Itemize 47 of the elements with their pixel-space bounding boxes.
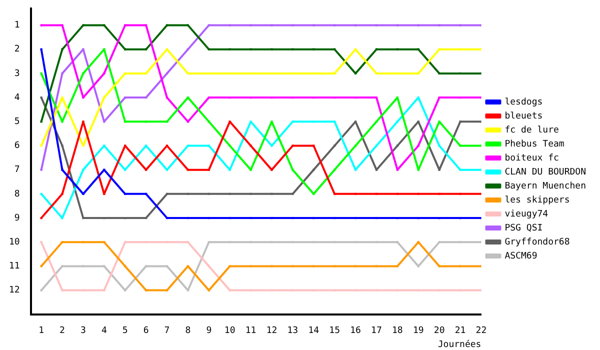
x-tick-label: 14 bbox=[308, 326, 320, 336]
x-tick-label: 7 bbox=[164, 326, 170, 336]
legend-label: vieugy74 bbox=[504, 209, 548, 220]
legend-label: CLAN DU BOURDON bbox=[504, 167, 586, 178]
x-tick-label: 16 bbox=[350, 326, 361, 336]
x-tick-label: 12 bbox=[266, 326, 278, 336]
legend-label: boiteux fc bbox=[504, 153, 559, 164]
y-tick-label: 1 bbox=[14, 20, 20, 31]
x-tick-label: 2 bbox=[60, 326, 65, 336]
x-tick-label: 6 bbox=[143, 326, 149, 336]
x-tick-label: 4 bbox=[101, 326, 107, 336]
y-tick-label: 2 bbox=[14, 44, 20, 55]
legend-label: ASCM69 bbox=[504, 251, 538, 262]
x-tick-label: 15 bbox=[329, 326, 340, 336]
y-tick-label: 12 bbox=[8, 286, 20, 296]
x-tick-label: 5 bbox=[122, 326, 128, 336]
x-tick-label: 22 bbox=[476, 326, 487, 336]
x-tick-label: 21 bbox=[454, 326, 466, 336]
x-tick-label: 11 bbox=[245, 326, 256, 336]
legend-label: bleuets bbox=[504, 111, 543, 122]
y-tick-label: 8 bbox=[14, 189, 20, 200]
y-tick-label: 7 bbox=[14, 165, 20, 176]
y-tick-label: 6 bbox=[14, 141, 20, 152]
y-tick-label: 4 bbox=[14, 92, 20, 103]
x-tick-label: 13 bbox=[287, 326, 298, 336]
legend-label: les skippers bbox=[504, 195, 570, 206]
legend-label: lesdogs bbox=[504, 97, 543, 108]
y-tick-label: 11 bbox=[8, 262, 20, 272]
legend-label: Bayern Muenchen bbox=[504, 181, 586, 192]
legend-label: PSG QSI bbox=[504, 223, 543, 234]
legend-label: fc de lure bbox=[504, 125, 559, 136]
x-tick-label: 19 bbox=[412, 326, 424, 336]
x-tick-label: 1 bbox=[38, 326, 44, 336]
y-tick-label: 10 bbox=[8, 237, 20, 248]
legend-label: Phebus Team bbox=[504, 139, 564, 150]
x-tick-label: 17 bbox=[371, 326, 382, 336]
x-tick-label: 18 bbox=[392, 326, 403, 336]
y-tick-label: 9 bbox=[14, 213, 20, 224]
y-tick-label: 3 bbox=[14, 68, 20, 79]
x-tick-label: 3 bbox=[80, 326, 86, 336]
legend-label: Gryffondor68 bbox=[504, 237, 570, 248]
x-axis-title: Journées bbox=[438, 338, 482, 350]
x-tick-label: 20 bbox=[434, 326, 445, 336]
y-tick-label: 5 bbox=[14, 116, 20, 127]
x-tick-label: 10 bbox=[224, 326, 236, 336]
x-tick-label: 9 bbox=[206, 326, 212, 336]
x-tick-label: 8 bbox=[185, 326, 191, 336]
